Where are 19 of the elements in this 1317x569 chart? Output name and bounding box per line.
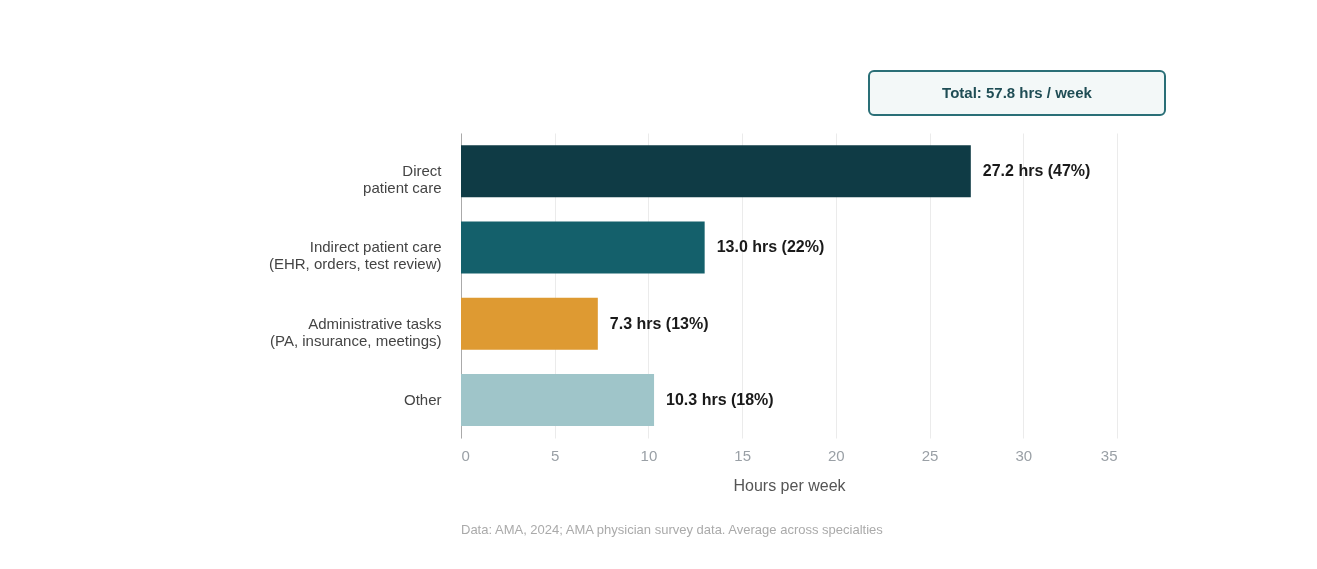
x-tick-label: 30 [1015, 446, 1033, 464]
data-label: 13.0 hrs (22%) [716, 238, 825, 256]
x-tick-label: 20 [828, 446, 845, 464]
x-axis-title: Hours per week [733, 476, 847, 494]
y-tick-label: Other [403, 390, 442, 408]
x-tick-label: 0 [461, 446, 470, 464]
y-tick-label: Direct patient care [363, 162, 443, 197]
y-tick-label: Administrative tasks (PA, insurance, meetings) [270, 314, 442, 349]
y-tick-label: Indirect patient care (EHR, orders, test review) [268, 238, 442, 273]
data-label: 10.3 hrs (18%) [666, 390, 774, 408]
x-tick-label: 15 [734, 446, 751, 464]
x-tick-label: 35 [1100, 446, 1118, 464]
data-label: 7.3 hrs (13%) [609, 314, 709, 332]
data-label: 27.2 hrs (47%) [982, 162, 1091, 180]
text: Total: 57.8 hrs / week [942, 84, 1093, 101]
x-tick-label: 25 [921, 446, 939, 464]
text: Data: AMA, 2024; AMA physician survey data. Average across specialties [461, 522, 884, 537]
x-tick-label: 5 [551, 446, 560, 464]
x-tick-label: 10 [640, 446, 658, 464]
